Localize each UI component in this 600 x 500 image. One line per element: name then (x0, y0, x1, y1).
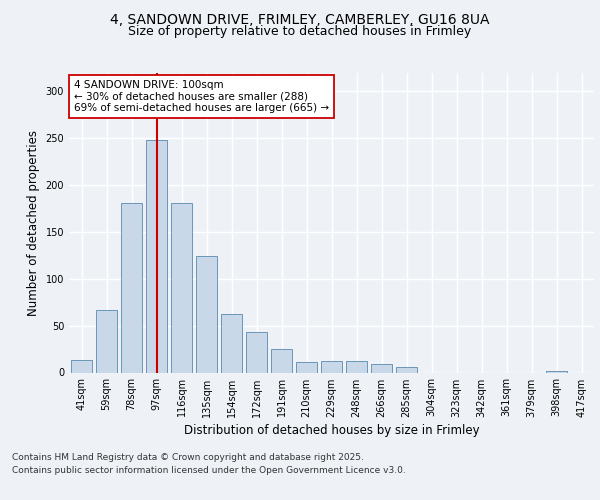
Text: 4, SANDOWN DRIVE, FRIMLEY, CAMBERLEY, GU16 8UA: 4, SANDOWN DRIVE, FRIMLEY, CAMBERLEY, GU… (110, 12, 490, 26)
Text: 4 SANDOWN DRIVE: 100sqm
← 30% of detached houses are smaller (288)
69% of semi-d: 4 SANDOWN DRIVE: 100sqm ← 30% of detache… (74, 80, 329, 113)
Text: Contains HM Land Registry data © Crown copyright and database right 2025.: Contains HM Land Registry data © Crown c… (12, 452, 364, 462)
Y-axis label: Number of detached properties: Number of detached properties (27, 130, 40, 316)
Bar (171, 203, 192, 372)
Bar (221, 314, 242, 372)
Bar (371, 364, 392, 372)
Bar (146, 140, 167, 372)
Bar (121, 203, 142, 372)
Bar (196, 256, 217, 372)
Bar (246, 332, 267, 372)
X-axis label: Distribution of detached houses by size in Frimley: Distribution of detached houses by size … (184, 424, 479, 436)
Bar (71, 360, 92, 372)
Bar (346, 361, 367, 372)
Bar (396, 367, 417, 372)
Bar (546, 370, 567, 372)
Bar (321, 361, 342, 372)
Text: Size of property relative to detached houses in Frimley: Size of property relative to detached ho… (128, 25, 472, 38)
Bar (96, 310, 117, 372)
Bar (271, 349, 292, 372)
Text: Contains public sector information licensed under the Open Government Licence v3: Contains public sector information licen… (12, 466, 406, 475)
Bar (296, 362, 317, 372)
